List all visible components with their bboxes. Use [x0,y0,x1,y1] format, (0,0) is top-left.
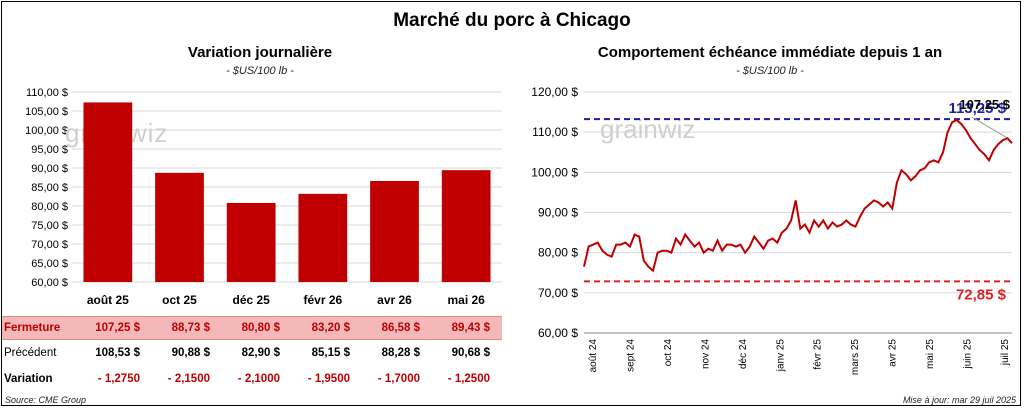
x-tick-label: oct 24 [663,339,674,367]
table-cell: 88,28 $ [381,347,420,359]
table-cell: 88,73 $ [171,322,210,334]
x-tick-label: sept 24 [625,339,636,372]
table-cell: - 1,2500 [447,373,490,385]
table-cell: 90,88 $ [171,347,210,359]
y-tick-label: 90,00 $ [538,206,578,220]
y-tick-label: 100,00 $ [25,125,68,137]
bar [155,172,204,282]
x-tick-label: août 25 [87,293,129,307]
right-chart-subtitle: - $US/100 lb - [736,65,804,77]
y-tick-label: 110,00 $ [532,125,578,139]
reference-label: 72,85 $ [956,286,1007,303]
row-label: Précédent [4,347,57,359]
last-value-label: 107,25 $ [959,97,1010,112]
table-cell: 83,20 $ [311,322,350,334]
table-row-precedent: Précédent 108,53 $ 90,88 $ 82,90 $ 85,15… [2,342,502,364]
x-tick-label: avr 25 [888,339,899,367]
y-tick-label: 80,00 $ [538,246,578,260]
y-tick-label: 80,00 $ [31,201,68,213]
x-tick-label: févr 25 [813,339,824,370]
table-cell: 85,15 $ [311,347,350,359]
bar [370,180,419,282]
bar-chart: 60,00 $ 65,00 $ 70,00 $ 75,00 $ 80,00 $ 85,00… [25,87,502,307]
bar [298,193,348,282]
y-tick-label: 95,00 $ [31,144,68,156]
x-tick-label: mai 26 [447,293,485,307]
table-cell: 80,80 $ [241,322,280,334]
table-cell: - 2,1500 [167,373,210,385]
x-tick-label: mars 25 [850,339,861,376]
x-tick-label: nov 24 [700,339,711,369]
y-tick-label: 60,00 $ [31,277,68,289]
row-label: Variation [4,373,53,385]
update-note: Mise à jour: mar 29 juil 2025 [902,395,1016,405]
x-tick-label: août 24 [588,339,599,373]
y-tick-label: 110,00 $ [26,87,68,99]
y-tick-label: 105,00 $ [25,106,68,118]
y-tick-label: 85,00 $ [31,182,68,194]
source-note: Source: CME Group [5,395,87,405]
bar [226,202,276,282]
table-cell: - 1,7000 [377,373,420,385]
right-chart-title: Comportement échéance immédiate depuis 1… [597,44,943,61]
table-cell: - 1,2750 [97,373,140,385]
x-tick-label: juin 25 [963,339,974,370]
bar [83,102,133,282]
x-tick-label: oct 25 [162,293,197,307]
table-cell: 90,68 $ [451,347,490,359]
y-tick-label: 90,00 $ [31,163,68,175]
table-cell: 108,53 $ [95,347,140,359]
x-tick-label: juil 25 [1000,339,1011,367]
y-tick-label: 65,00 $ [31,258,68,270]
row-label: Fermeture [4,322,61,334]
y-tick-label: 60,00 $ [538,326,578,340]
page-title: Marché du porc à Chicago [393,10,631,31]
table-cell: 89,43 $ [451,322,490,334]
x-tick-label: déc 25 [232,293,270,307]
y-tick-label: 100,00 $ [531,165,578,179]
series-line [583,118,1013,273]
bar [441,170,491,282]
table-row-variation: Variation - 1,2750 - 2,1500 - 2,1000 - 1… [2,368,502,390]
table-cell: - 1,9500 [307,373,350,385]
x-tick-label: mai 25 [925,339,936,369]
left-chart-subtitle: - $US/100 lb - [226,65,294,77]
table-cell: 86,58 $ [381,322,420,334]
y-tick-label: 120,00 $ [531,85,578,99]
y-tick-label: 75,00 $ [31,220,68,232]
x-tick-label: janv 25 [775,339,786,373]
reference-label: 113,25 $ [948,100,1006,117]
leader-line [971,116,1007,138]
table-row-fermeture: Fermeture 107,25 $ 88,73 $ 80,80 $ 83,20… [2,316,502,340]
x-tick-label: févr 26 [303,293,342,307]
table-cell: - 2,1000 [237,373,280,385]
x-tick-label: déc 24 [738,339,749,369]
y-tick-label: 70,00 $ [538,286,578,300]
left-chart-title: Variation journalière [187,44,333,61]
table-cell: 82,90 $ [241,347,280,359]
x-tick-label: avr 26 [377,293,412,307]
y-tick-label: 70,00 $ [31,239,68,251]
table-cell: 107,25 $ [95,322,140,334]
line-chart: 60,00 $ 70,00 $ 80,00 $ 90,00 $ 100,00 $ 110,… [531,85,1013,376]
